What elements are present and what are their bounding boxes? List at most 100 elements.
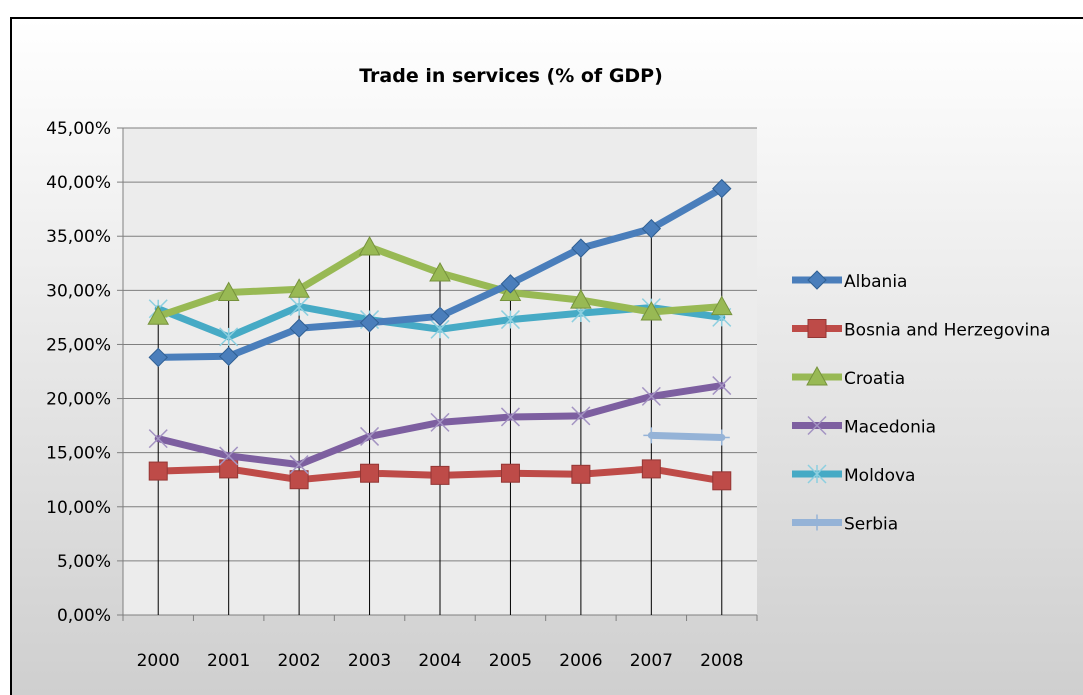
legend-marker-shape bbox=[807, 415, 827, 436]
plot-area: 0,00% 5,00% 10,00% 15,00% 20,00% 25,00% 30,00%… bbox=[46, 119, 758, 671]
data-point-bosnia-and-herzegovina-2005 bbox=[500, 463, 520, 483]
legend-item-bosnia-and-herzegovina: Bosnia and Herzegovina bbox=[792, 319, 1050, 341]
data-point-albania-2007-shape bbox=[641, 218, 662, 239]
chart-title: Trade in services (% of GDP) bbox=[359, 65, 663, 87]
data-point-bosnia-and-herzegovina-2007 bbox=[641, 459, 661, 479]
data-point-albania-2004 bbox=[430, 306, 450, 327]
data-point-croatia-2003-shape bbox=[358, 236, 381, 256]
data-point-macedonia-2001-shape bbox=[219, 446, 239, 466]
data-point-macedonia-2008-shape bbox=[712, 376, 732, 396]
data-point-moldova-2002-shape bbox=[289, 297, 309, 317]
data-point-bosnia-and-herzegovina-2001-shape bbox=[219, 459, 239, 479]
data-point-croatia-2002-shape bbox=[288, 278, 310, 298]
data-point-albania-2002-shape bbox=[289, 318, 309, 338]
data-point-albania-2003-shape bbox=[359, 313, 380, 333]
x-tick-label-2005: 2005 bbox=[489, 651, 532, 671]
data-point-croatia-2006-shape bbox=[570, 289, 592, 309]
data-point-croatia-2008 bbox=[710, 295, 733, 316]
data-point-albania-2000 bbox=[148, 347, 168, 368]
y-tick-label: 0,00% bbox=[57, 606, 111, 626]
data-point-macedonia-2000 bbox=[148, 429, 168, 449]
x-tick-label-2008: 2008 bbox=[700, 651, 743, 671]
data-point-macedonia-2001 bbox=[219, 446, 239, 466]
data-point-macedonia-2006 bbox=[571, 406, 591, 426]
data-point-bosnia-and-herzegovina-2002 bbox=[289, 470, 309, 490]
data-point-macedonia-2004-shape bbox=[430, 412, 450, 432]
data-point-moldova-2005 bbox=[500, 310, 520, 330]
legend-marker bbox=[807, 319, 827, 338]
x-tick-label-2003: 2003 bbox=[348, 651, 391, 671]
x-tick-label-2001: 2001 bbox=[207, 651, 250, 671]
data-point-bosnia-and-herzegovina-2003 bbox=[360, 463, 380, 483]
data-point-albania-2004-shape bbox=[430, 306, 450, 327]
y-tick-label: 45,00% bbox=[46, 119, 111, 139]
legend-marker-shape bbox=[807, 319, 827, 338]
data-point-albania-2001 bbox=[218, 346, 239, 367]
y-tick-label: 10,00% bbox=[46, 498, 111, 518]
x-tick-label-2004: 2004 bbox=[418, 651, 461, 671]
y-tick-label: 35,00% bbox=[46, 227, 111, 247]
data-point-albania-2008 bbox=[712, 178, 732, 199]
x-tick-label-2006: 2006 bbox=[559, 651, 602, 671]
legend-item-macedonia: Macedonia bbox=[792, 415, 936, 438]
data-point-macedonia-2003-shape bbox=[360, 426, 380, 446]
data-point-moldova-2005-shape bbox=[500, 310, 520, 330]
data-point-croatia-2002 bbox=[288, 278, 310, 298]
data-point-albania-2006-shape bbox=[571, 238, 591, 258]
data-point-croatia-2001-shape bbox=[217, 281, 240, 301]
data-point-macedonia-2006-shape bbox=[571, 406, 591, 426]
legend-item-albania: Albania bbox=[792, 270, 907, 292]
legend-label: Croatia bbox=[844, 369, 905, 389]
y-tick-label: 20,00% bbox=[46, 390, 111, 410]
data-point-croatia-2008-shape bbox=[710, 295, 733, 316]
legend: Albania Bosnia and Herzegovina Croatia Mace… bbox=[792, 270, 1050, 535]
y-tick-label: 5,00% bbox=[57, 552, 111, 572]
legend-marker-shape bbox=[806, 365, 828, 386]
data-point-croatia-2001 bbox=[217, 281, 240, 301]
legend-marker bbox=[807, 464, 827, 484]
data-point-croatia-2000 bbox=[147, 305, 170, 325]
y-tick-label: 40,00% bbox=[46, 173, 111, 193]
data-point-macedonia-2007 bbox=[641, 386, 661, 406]
legend-marker bbox=[809, 514, 825, 531]
data-point-serbia-2007 bbox=[643, 427, 660, 444]
data-point-bosnia-and-herzegovina-2004-shape bbox=[430, 465, 450, 485]
data-point-albania-2006 bbox=[571, 238, 591, 258]
data-point-macedonia-2007-shape bbox=[641, 386, 661, 406]
legend-marker-shape bbox=[807, 270, 827, 290]
data-point-croatia-2000-shape bbox=[147, 305, 170, 325]
data-point-macedonia-2005-shape bbox=[500, 407, 520, 427]
series-line-serbia bbox=[647, 431, 726, 441]
data-point-serbia-2007-shape bbox=[643, 427, 660, 444]
data-point-bosnia-and-herzegovina-2000-shape bbox=[148, 461, 168, 481]
y-tick-label: 25,00% bbox=[46, 335, 111, 355]
y-tick-label: 30,00% bbox=[46, 281, 111, 301]
data-point-macedonia-2004 bbox=[430, 412, 450, 432]
data-point-macedonia-2003 bbox=[360, 426, 380, 446]
data-point-macedonia-2008 bbox=[712, 376, 732, 396]
data-point-albania-2005-shape bbox=[500, 274, 521, 294]
data-point-albania-2001-shape bbox=[218, 346, 239, 367]
data-point-bosnia-and-herzegovina-2000 bbox=[148, 461, 168, 481]
data-point-bosnia-and-herzegovina-2001 bbox=[219, 459, 239, 479]
legend-item-croatia: Croatia bbox=[792, 365, 905, 389]
legend-marker-shape bbox=[807, 464, 827, 484]
data-point-bosnia-and-herzegovina-2005-shape bbox=[500, 463, 520, 483]
data-point-albania-2000-shape bbox=[148, 347, 168, 368]
legend-label: Bosnia and Herzegovina bbox=[844, 321, 1050, 341]
data-point-macedonia-2000-shape bbox=[148, 429, 168, 449]
data-point-croatia-2004 bbox=[429, 261, 451, 282]
legend-label: Serbia bbox=[844, 515, 898, 535]
chart-frame bbox=[10, 17, 1083, 695]
data-point-bosnia-and-herzegovina-2006-shape bbox=[571, 464, 591, 484]
legend-item-serbia: Serbia bbox=[792, 514, 898, 535]
data-point-bosnia-and-herzegovina-2008-shape bbox=[712, 471, 732, 491]
data-point-macedonia-2002-shape bbox=[289, 455, 309, 475]
data-point-macedonia-2005 bbox=[500, 407, 520, 427]
data-point-moldova-2002 bbox=[289, 297, 309, 317]
data-point-croatia-2003 bbox=[358, 236, 381, 256]
data-point-albania-2003 bbox=[359, 313, 380, 333]
x-tick-label-2000: 2000 bbox=[137, 651, 180, 671]
legend-label: Albania bbox=[844, 272, 907, 292]
